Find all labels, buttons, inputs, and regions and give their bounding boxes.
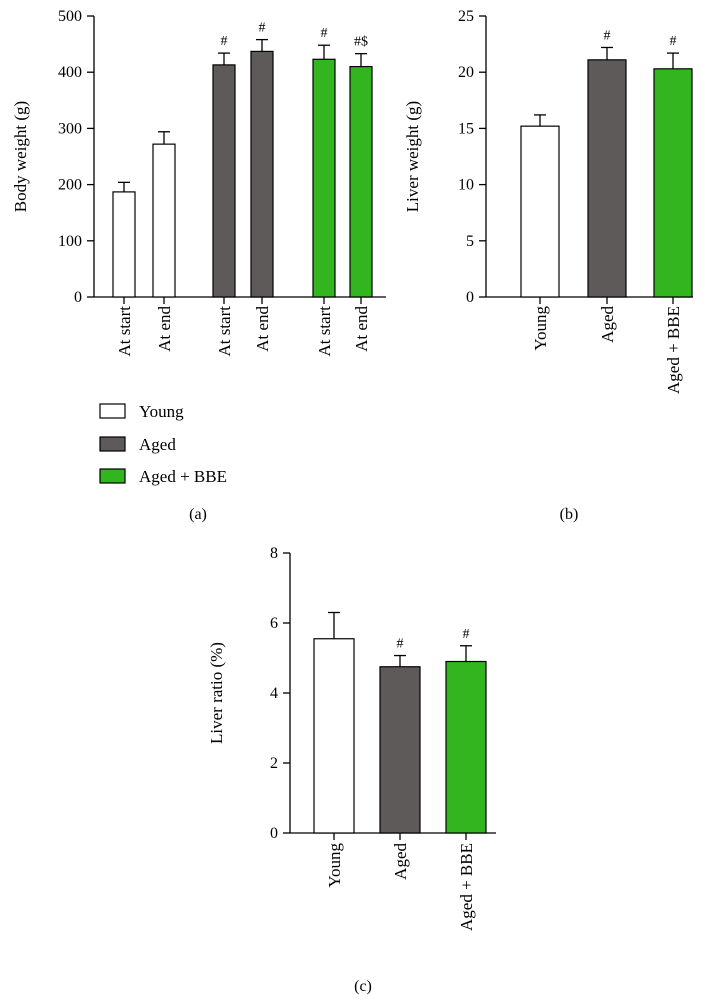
x-category-label: Aged + BBE: [457, 843, 476, 931]
y-tick-label: 0: [270, 825, 278, 842]
y-axis-title: Body weight (g): [11, 101, 30, 212]
bar-aged: [212, 64, 236, 298]
panel-a-chart: 0 100 200 300 400 500 Body weight (g) At start A…: [11, 8, 386, 357]
significance-marker: #: [259, 21, 266, 36]
significance-marker: #: [221, 34, 228, 49]
bar-young: [112, 191, 136, 298]
legend-label-aged: Aged: [139, 435, 176, 454]
y-tick-label: 500: [58, 8, 82, 25]
panel-b-chart: 0 5 10 15 20 25 Liver weight (g) Young Aged # Aged…: [403, 8, 693, 394]
significance-marker: #: [397, 637, 404, 652]
y-tick-label: 6: [270, 615, 278, 632]
bar-aged: [379, 666, 421, 834]
panel-label-c: (c): [354, 978, 372, 995]
y-tick-label: 15: [458, 120, 474, 137]
y-axis-title: Liver weight (g): [403, 101, 422, 212]
panel-label-b: (b): [560, 506, 579, 523]
panel-c-chart: 0 2 4 6 8 Liver ratio (%) Young Aged # Aged + BBE…: [207, 545, 496, 931]
bar-young: [152, 143, 176, 298]
significance-marker: #$: [354, 35, 368, 50]
y-tick-label: 200: [58, 177, 82, 194]
significance-marker: #: [463, 627, 470, 642]
x-category-label: At start: [215, 306, 234, 357]
x-category-label: Aged: [598, 306, 617, 343]
y-tick-label: 300: [58, 120, 82, 137]
legend: Young Aged Aged + BBE: [99, 402, 227, 486]
x-category-label: Young: [531, 306, 550, 351]
legend-label-young: Young: [139, 402, 184, 421]
legend-swatch-aged-bbe: [99, 468, 126, 484]
y-tick-label: 20: [458, 64, 474, 81]
bar-aged_bbe: [312, 58, 336, 298]
x-category-label: Young: [325, 843, 344, 888]
significance-marker: #: [604, 28, 611, 43]
x-category-label: Aged + BBE: [664, 306, 683, 394]
significance-marker: #: [321, 26, 328, 41]
legend-label-aged-bbe: Aged + BBE: [139, 467, 227, 486]
x-category-label: At end: [352, 306, 371, 352]
x-category-label: At start: [315, 306, 334, 357]
y-tick-label: 4: [270, 685, 278, 702]
y-axis-title: Liver ratio (%): [207, 642, 226, 744]
bar-aged_bbe: [349, 65, 373, 298]
y-tick-label: 0: [466, 289, 474, 306]
x-category-label: At end: [253, 306, 272, 352]
x-category-label: Aged: [391, 843, 410, 880]
y-tick-label: 25: [458, 8, 474, 25]
bar-aged: [587, 59, 627, 298]
y-tick-label: 5: [466, 233, 474, 250]
bar-aged_bbe: [445, 660, 487, 834]
legend-swatch-aged: [99, 436, 126, 452]
significance-marker: #: [670, 34, 677, 49]
y-tick-label: 400: [58, 64, 82, 81]
bar-aged: [250, 50, 274, 298]
y-tick-label: 8: [270, 545, 278, 562]
y-tick-label: 100: [58, 233, 82, 250]
panel-label-a: (a): [189, 506, 207, 523]
y-tick-label: 0: [74, 289, 82, 306]
x-category-label: At start: [115, 306, 134, 357]
legend-swatch-young: [99, 403, 126, 419]
y-tick-label: 2: [270, 755, 278, 772]
y-tick-label: 10: [458, 177, 474, 194]
x-category-label: At end: [155, 306, 174, 352]
bar-young: [313, 638, 355, 834]
bar-aged_bbe: [653, 68, 693, 298]
bar-young: [520, 125, 560, 298]
